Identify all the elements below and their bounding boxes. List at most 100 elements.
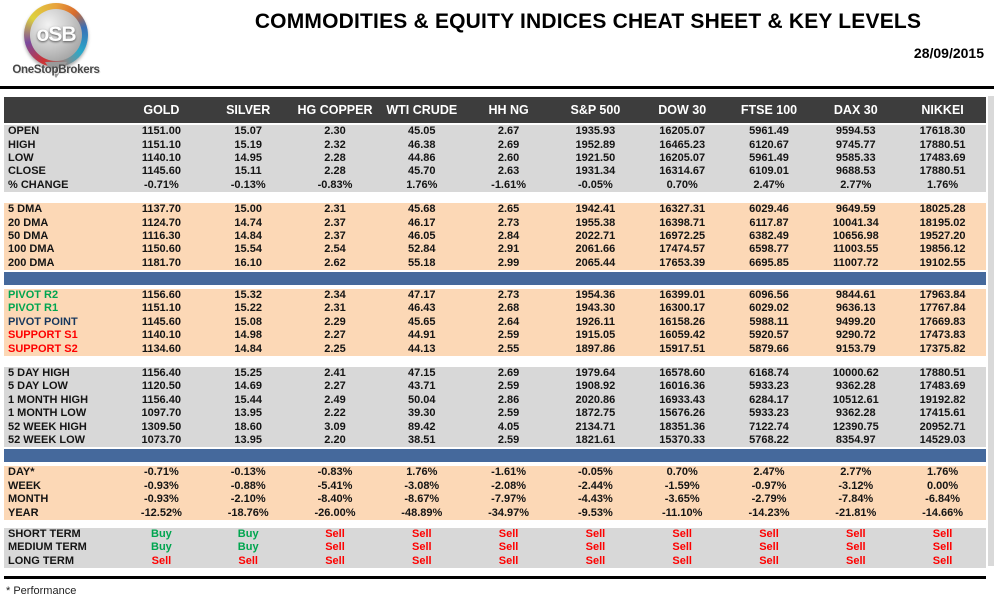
table-cell: 1120.50 (141, 380, 181, 393)
table-cell: 16016.36 (659, 380, 706, 393)
row-label: 52 WEEK HIGH (8, 420, 87, 433)
table-cell: 1309.50 (141, 420, 182, 433)
table-cell: Sell (412, 554, 432, 567)
row-label: 5 DAY HIGH (8, 367, 70, 380)
page-edge-strip (988, 96, 994, 566)
table-cell: Sell (759, 527, 779, 540)
row-label: OPEN (8, 125, 40, 138)
table-cell: 2.47% (753, 178, 785, 191)
table-cell: 2.65 (497, 203, 520, 216)
row-label: LOW (8, 151, 34, 164)
table-cell: 16.10 (234, 256, 262, 269)
table-cell: 18351.36 (659, 420, 706, 433)
table-row: 200 DMA 1181.70 16.10 2.62 55.18 2.99 2065.44 1… (4, 257, 986, 270)
table-cell: 15.32 (234, 289, 262, 302)
table-cell: 16972.25 (659, 229, 706, 242)
table-row: % CHANGE -0.71% -0.13% -0.83% 1.76% -1.61% -0.… (4, 179, 986, 192)
table-cell: 14529.03 (919, 434, 966, 446)
table-row: PIVOT POINT 1145.60 15.08 2.29 45.65 2.64 1926… (4, 316, 986, 329)
table-cell: Buy (151, 527, 172, 540)
table-cell: 2.55 (497, 342, 520, 355)
table-cell: 2.41 (324, 367, 346, 380)
table-cell: 16398.71 (659, 216, 706, 229)
logo-pin-tip (45, 62, 67, 78)
table-cell: 44.13 (408, 342, 436, 355)
row-label: PIVOT POINT (8, 315, 78, 328)
table-cell: 2.67 (497, 125, 520, 138)
table-cell: 16578.60 (659, 367, 706, 380)
table-cell: -21.81% (835, 506, 877, 519)
table-cell: 1073.70 (141, 434, 182, 446)
table-cell: 1156.40 (141, 367, 181, 380)
table-cell: 9153.79 (835, 342, 876, 355)
table-cell: 17767.84 (919, 302, 966, 315)
column-header: DAX 30 (833, 103, 878, 117)
row-label: 50 DMA (8, 229, 49, 242)
table-cell: 2020.86 (575, 393, 616, 406)
table-cell: Sell (498, 527, 519, 540)
table-cell: 2.30 (324, 125, 346, 138)
column-header: GOLD (143, 103, 180, 117)
table-cell: 1134.60 (141, 342, 181, 355)
table-cell: 1097.70 (141, 407, 182, 420)
table-cell: 47.15 (408, 367, 436, 380)
table-cell: Sell (585, 541, 606, 554)
table-cell: Sell (846, 541, 866, 554)
report-date: 28/09/2015 (913, 45, 984, 61)
table-cell: 2.49 (324, 393, 346, 406)
table-cell: 16205.07 (659, 125, 706, 138)
row-label: 100 DMA (8, 243, 55, 256)
table-row: 52 WEEK LOW 1073.70 13.95 2.20 38.51 2.59 1821… (4, 434, 986, 447)
table-cell: 2134.71 (575, 420, 616, 433)
table-cell: 2.59 (497, 380, 520, 393)
table-cell: 1908.92 (575, 380, 616, 393)
table-body: OPEN 1151.00 15.07 2.30 45.05 2.67 1935.93 1620… (4, 125, 986, 568)
table-cell: 18195.02 (919, 216, 966, 229)
section-signals: SHORT TERM Buy Buy Sell Sell Sell Sell Sell Sell… (4, 527, 986, 568)
table-cell: 3.09 (324, 420, 346, 433)
table-cell: 2.32 (324, 138, 346, 151)
table-cell: 5961.49 (749, 151, 789, 164)
table-cell: Sell (932, 527, 953, 540)
table-cell: 52.84 (408, 243, 436, 256)
table-cell: 17653.39 (659, 256, 706, 269)
table-cell: 1.76% (406, 466, 438, 479)
table-cell: 2.20 (324, 434, 346, 446)
table-cell: 15.25 (234, 367, 262, 380)
table-cell: 1151.10 (141, 302, 181, 315)
table-cell: 5961.49 (749, 125, 789, 138)
table-cell: 2.69 (497, 138, 520, 151)
table-cell: 1926.11 (575, 315, 615, 328)
table-cell: -0.83% (317, 466, 353, 479)
table-cell: -1.61% (491, 178, 527, 191)
table-cell: Sell (672, 527, 692, 540)
table-cell: 15.11 (234, 165, 262, 178)
row-label: LONG TERM (8, 554, 74, 567)
table-cell: 2.59 (497, 434, 520, 446)
row-label: 5 DAY LOW (8, 380, 68, 393)
table-cell: 0.70% (666, 178, 698, 191)
table-cell: 2.25 (324, 342, 346, 355)
key-levels-table: GOLD SILVER HG COPPER WTI CRUDE HH NG S&P 500… (4, 97, 986, 568)
column-header: DOW 30 (658, 103, 707, 117)
table-cell: 2.64 (497, 315, 520, 328)
table-cell: 17963.84 (919, 289, 966, 302)
table-cell: 5768.22 (749, 434, 789, 446)
table-cell: 11007.72 (833, 256, 879, 269)
row-label: PIVOT R1 (8, 302, 59, 315)
table-row: WEEK -0.93% -0.88% -5.41% -3.08% -2.08% -2.44%… (4, 480, 986, 493)
table-cell: 7122.74 (749, 420, 789, 433)
table-cell: 2.22 (324, 407, 346, 420)
table-cell: 2.34 (324, 289, 346, 302)
row-label: PIVOT R2 (8, 289, 59, 302)
table-cell: 9688.53 (835, 165, 876, 178)
table-cell: -5.41% (317, 479, 353, 492)
table-cell: 14.95 (234, 151, 262, 164)
table-cell: 45.65 (408, 315, 436, 328)
table-row: SHORT TERM Buy Buy Sell Sell Sell Sell Sell Sell… (4, 528, 986, 541)
table-cell: 15.22 (234, 302, 262, 315)
table-cell: 6120.67 (749, 138, 789, 151)
table-cell: -2.10% (230, 493, 266, 506)
table-cell: -1.59% (664, 479, 700, 492)
column-header: HH NG (488, 103, 529, 117)
